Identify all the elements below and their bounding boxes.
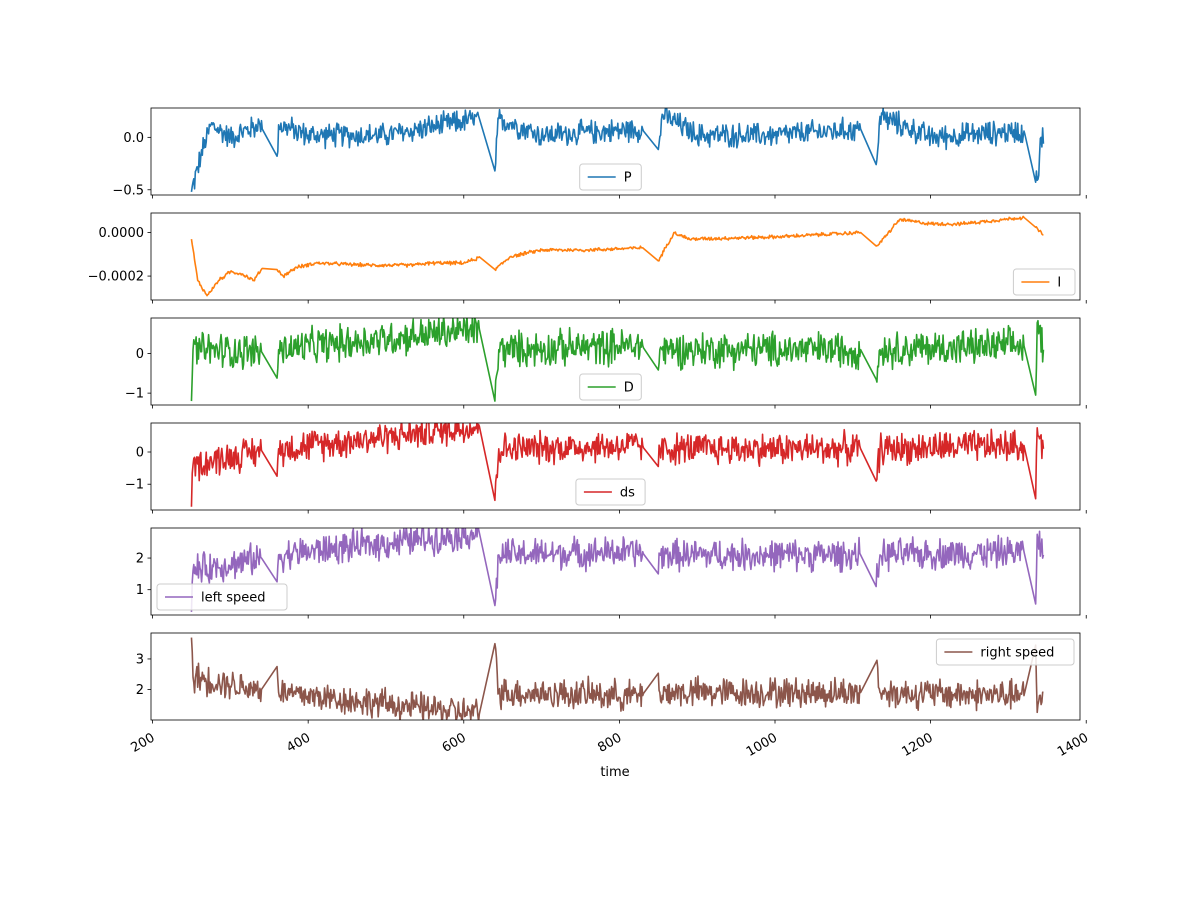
axes-frame xyxy=(150,212,1081,301)
legend-label: left speed xyxy=(201,591,265,606)
axes-frame xyxy=(150,527,1081,616)
series-line-p xyxy=(190,108,1045,192)
y-tick-label: 0.0 xyxy=(123,131,144,146)
subplots-container: 0.0 −0.5 P 0.0000 −0.0002 I 0 −1 D 0 −1 ds 2 1 left sp… xyxy=(88,107,1087,724)
legend-left-speed: left speed xyxy=(156,583,288,611)
legend-box xyxy=(935,638,1075,666)
legend-label: P xyxy=(624,171,632,186)
legend-right-speed: right speed xyxy=(935,638,1075,666)
y-tick-label: 0 xyxy=(136,347,144,362)
legend-label: I xyxy=(1057,276,1061,291)
legend-label: right speed xyxy=(980,646,1054,661)
x-axis-label: time xyxy=(600,765,629,780)
legend-i: I xyxy=(1012,268,1076,296)
subplot-ds: 0 −1 ds xyxy=(125,422,1087,514)
y-tick-label: −0.5 xyxy=(112,183,144,198)
y-tick-label: −1 xyxy=(125,387,144,402)
y-tick-label: 3 xyxy=(136,652,144,667)
subplot-p: 0.0 −0.5 P xyxy=(112,107,1087,199)
y-tick-label: 2 xyxy=(136,552,144,567)
legend-d: D xyxy=(579,373,642,401)
subplot-i: 0.0000 −0.0002 I xyxy=(88,212,1087,304)
y-tick-label: 2 xyxy=(136,683,144,698)
series-line-ds xyxy=(190,423,1045,507)
legend-ds: ds xyxy=(575,478,646,506)
y-tick-label: −0.0002 xyxy=(88,270,144,285)
axes-frame xyxy=(150,422,1081,511)
axes-frame xyxy=(150,632,1081,721)
legend-p: P xyxy=(579,163,642,191)
axes-frame xyxy=(150,317,1081,406)
axes-frame xyxy=(150,107,1081,196)
y-tick-label: −1 xyxy=(125,478,144,493)
y-tick-label: 0 xyxy=(136,446,144,461)
subplot-left-speed: 2 1 left speed xyxy=(136,527,1087,619)
subplot-right-speed: 3 2 right speed xyxy=(136,632,1087,724)
legend-label: ds xyxy=(620,486,635,501)
legend-box xyxy=(156,583,288,611)
subplot-d: 0 −1 D xyxy=(125,317,1087,409)
series-line-d xyxy=(190,318,1045,402)
y-tick-label: 0.0000 xyxy=(99,226,145,241)
series-line-i xyxy=(190,215,1044,297)
series-line-right-speed xyxy=(190,637,1044,720)
legend-label: D xyxy=(624,381,634,396)
y-tick-label: 1 xyxy=(136,583,144,598)
series-line-left-speed xyxy=(190,528,1045,612)
